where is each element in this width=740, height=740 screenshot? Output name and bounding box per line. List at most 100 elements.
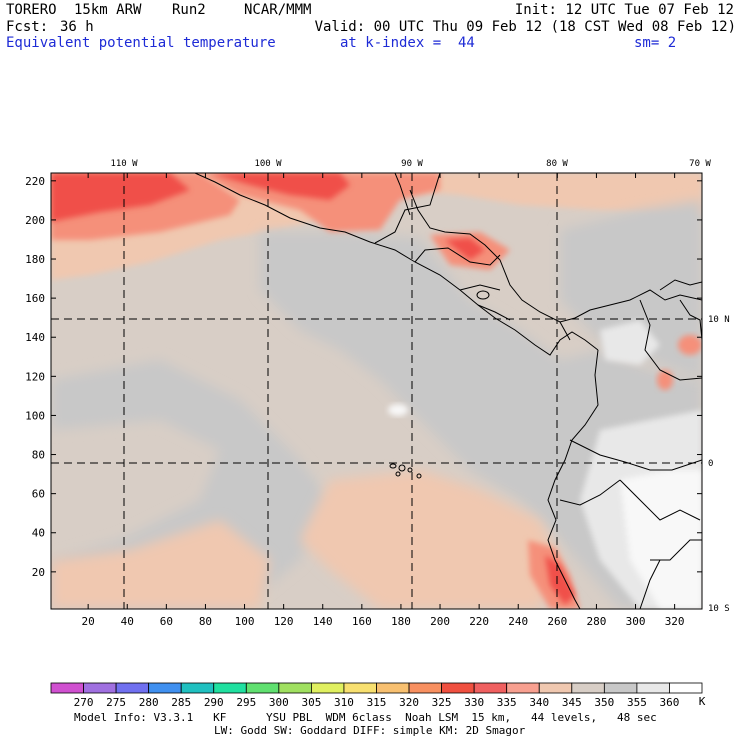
x-tick-label: 20 <box>82 615 95 628</box>
island-galapagos-5 <box>416 473 422 479</box>
x-tick-label: 120 <box>274 615 294 628</box>
x-tick-label: 160 <box>352 615 372 628</box>
y-tick-label: 220 <box>25 175 45 188</box>
colorbar-label: 355 <box>627 696 647 709</box>
colorbar-label: 270 <box>74 696 94 709</box>
x-tick-label: 60 <box>160 615 173 628</box>
header-valid: Valid: 00 UTC Thu 09 Feb 12 (18 CST Wed … <box>314 19 736 35</box>
colorbar-swatch <box>245 682 280 694</box>
x-tick-label: 320 <box>665 615 685 628</box>
colorbar-swatch <box>213 682 247 694</box>
lon-label-90w: 90 W <box>401 159 423 169</box>
border-ecuador-peru <box>559 479 621 506</box>
colorbar-label: 350 <box>594 696 614 709</box>
y-tick-label: 60 <box>32 488 45 501</box>
colorbar-swatch <box>376 682 410 694</box>
lat-label-0: 0 <box>708 459 713 469</box>
plot-frame <box>50 172 703 610</box>
field-red-peru <box>545 555 575 605</box>
colorbar-swatch <box>669 682 703 694</box>
field-white-patch <box>388 404 408 416</box>
colorbar-label: 335 <box>497 696 517 709</box>
colorbar-swatch <box>148 682 182 694</box>
header-org: NCAR/MMM <box>244 2 312 18</box>
colorbar-swatch <box>473 682 508 694</box>
y-tick-label: 160 <box>25 292 45 305</box>
lat-label-10n: 10 N <box>708 315 730 325</box>
tick-labels: 20 40 60 80 100 120 140 160 180 200 220 240 260 280 30… <box>25 175 684 628</box>
colorbar-swatch <box>408 682 442 694</box>
island-galapagos-1 <box>389 463 397 469</box>
field-light-patch <box>600 320 660 365</box>
colorbar-label: 280 <box>139 696 159 709</box>
island-galapagos-2 <box>398 464 406 472</box>
tick-marks <box>51 173 702 609</box>
header-field: Equivalent potential temperature <box>6 35 276 51</box>
colorbar-label: 310 <box>334 696 354 709</box>
colorbar-label: 290 <box>204 696 224 709</box>
border-nicaragua <box>459 284 501 291</box>
colorbar-swatch <box>83 682 117 694</box>
header-smoothing: sm= 2 <box>634 35 677 51</box>
field-tan-southwest <box>51 520 270 609</box>
y-tick-label: 120 <box>25 370 45 383</box>
y-tick-label: 100 <box>25 409 45 422</box>
field-gray-east <box>560 200 702 380</box>
header-fcst-value: 36 h <box>60 19 94 35</box>
field-tan-south <box>300 470 560 609</box>
border-colombia-ecuador <box>569 439 702 471</box>
y-tick-label: 80 <box>32 449 45 462</box>
colorbar-swatch <box>278 682 312 694</box>
x-tick-label: 200 <box>430 615 450 628</box>
border-honduras <box>414 247 501 266</box>
border-venezuela-north <box>659 279 702 291</box>
colorbar-swatch <box>636 682 670 694</box>
y-tick-label: 180 <box>25 253 45 266</box>
colorbar-swatch <box>571 682 605 694</box>
coast-trinidad <box>679 299 702 341</box>
colorbar-swatch <box>538 682 573 694</box>
header-fcst-label: Fcst: <box>6 19 49 35</box>
colorbar-label: 320 <box>399 696 419 709</box>
x-tick-label: 100 <box>235 615 255 628</box>
field-gray-west <box>51 360 330 609</box>
header-level: at k-index = 44 <box>340 35 475 51</box>
colorbar-swatch <box>310 682 345 694</box>
lat-label-10s: 10 S <box>708 604 730 614</box>
colorbar-label: 325 <box>432 696 452 709</box>
footer-model-info: Model Info: V3.3.1 KF YSU PBL WDM 6class… <box>74 711 657 724</box>
y-tick-label: 40 <box>32 527 45 540</box>
coast-caribbean <box>409 189 702 323</box>
colorbar-label: 340 <box>529 696 549 709</box>
field-salmon-east1 <box>678 335 702 355</box>
x-tick-label: 240 <box>508 615 528 628</box>
y-tick-label: 140 <box>25 331 45 344</box>
x-tick-label: 140 <box>313 615 333 628</box>
x-tick-label: 300 <box>626 615 646 628</box>
colorbar-label: 360 <box>660 696 680 709</box>
colorbar-label: 275 <box>106 696 126 709</box>
header-run: Run2 <box>172 2 206 18</box>
island-galapagos-4 <box>395 471 401 477</box>
lon-label-110w: 110 W <box>110 159 138 169</box>
colorbar-swatch <box>506 682 540 694</box>
x-tick-label: 220 <box>469 615 489 628</box>
header-model: TORERO <box>6 2 57 18</box>
colorbar-label: 285 <box>171 696 191 709</box>
colorbar-swatch <box>441 682 475 694</box>
graticule <box>51 173 702 609</box>
x-tick-label: 260 <box>547 615 567 628</box>
x-tick-label: 40 <box>121 615 134 628</box>
colorbar-label: 315 <box>367 696 387 709</box>
field-shading <box>51 173 702 609</box>
lake-nicaragua <box>476 290 490 300</box>
y-tick-label: 20 <box>32 566 45 579</box>
colorbar-swatch <box>343 682 377 694</box>
colorbar-label: 330 <box>464 696 484 709</box>
colorbar-swatch <box>180 682 215 694</box>
x-tick-label: 80 <box>199 615 212 628</box>
colorbar: 270 275 280 285 290 295 300 305 310 315 320 325 330 3… <box>50 682 703 709</box>
border-south <box>639 559 661 609</box>
field-lightest-east <box>620 470 702 609</box>
